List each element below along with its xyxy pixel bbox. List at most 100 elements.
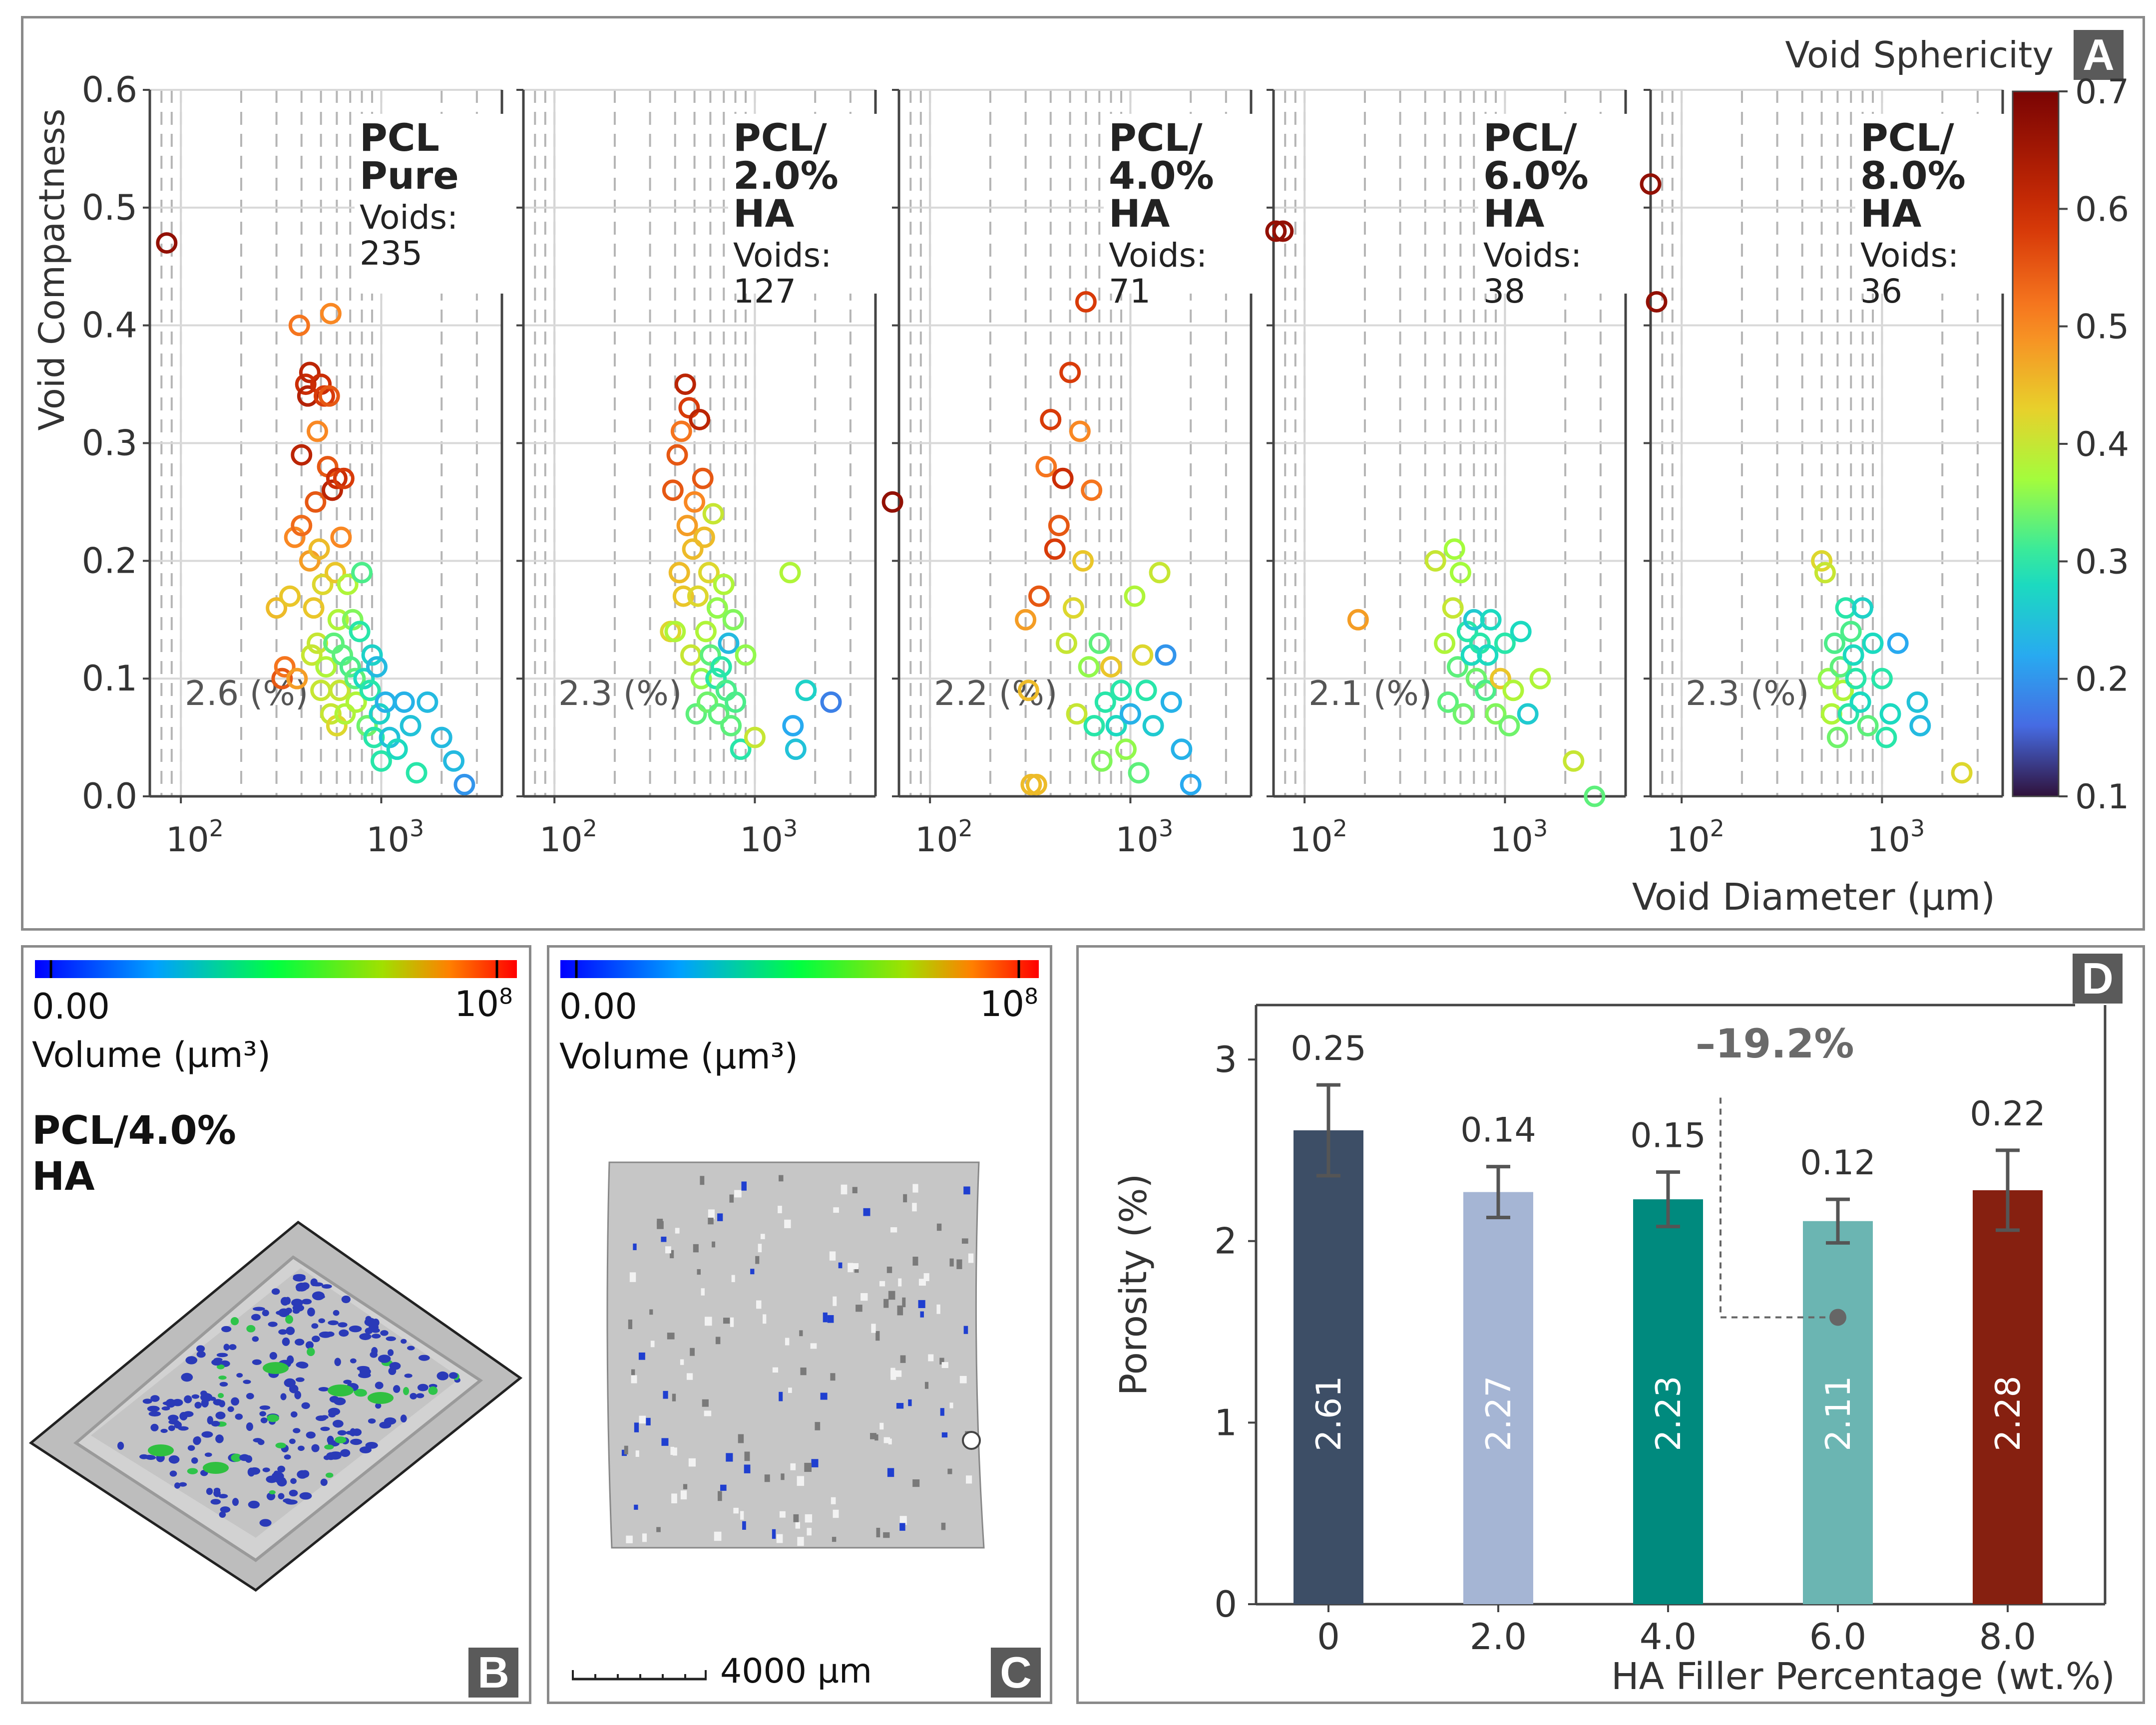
void-blob: [243, 1380, 251, 1384]
voids-label: Voids:: [1860, 236, 1959, 275]
ct-void: [667, 1333, 675, 1340]
ct-void: [923, 1273, 929, 1281]
ct-void: [708, 1209, 715, 1220]
data-point: [725, 691, 747, 713]
data-point: [1100, 656, 1122, 678]
void-blob: [235, 1413, 243, 1420]
void-blob: [232, 1498, 239, 1506]
label-background: [1104, 114, 1254, 294]
void-blob: [379, 1421, 391, 1429]
void-blob: [211, 1420, 220, 1427]
data-point: [266, 597, 288, 619]
ct-void: [756, 1300, 762, 1309]
ct-void: [656, 1527, 661, 1532]
ct-void: [700, 1176, 705, 1185]
x-tick-exponent: 2: [1333, 815, 1347, 842]
ct-void: [820, 1392, 828, 1400]
data-point: [318, 385, 340, 407]
void-blob: [290, 1478, 297, 1484]
void-blob: [299, 1492, 312, 1500]
ct-void: [670, 1446, 674, 1455]
void-blob: [165, 1398, 176, 1408]
void-blob: [407, 1346, 415, 1351]
void-blob: [168, 1414, 179, 1421]
y-tick-label: 0.1: [82, 658, 137, 699]
data-point: [693, 526, 715, 548]
void-blob: [393, 1385, 401, 1393]
ct-void: [718, 1491, 722, 1501]
data-point: [1529, 668, 1551, 690]
void-blob: [365, 1316, 372, 1323]
data-point: [666, 444, 688, 466]
data-point: [1072, 550, 1094, 572]
ct-void: [883, 1299, 889, 1308]
ct-void: [863, 1208, 870, 1216]
data-point: [706, 597, 728, 619]
ct-void: [899, 1516, 907, 1525]
ct-void: [657, 1218, 663, 1226]
void-blob: [386, 1336, 396, 1341]
bar: [1973, 1190, 2043, 1604]
data-point: [730, 738, 752, 760]
sample-title-line: PCL/: [1860, 115, 1954, 160]
annotation-connector: [1720, 1097, 1838, 1319]
void-blob: [209, 1396, 216, 1401]
void-blob: [295, 1339, 305, 1346]
void-blob: [388, 1349, 394, 1357]
data-point: [1015, 609, 1037, 631]
data-point: [1449, 562, 1471, 584]
void-blob: [295, 1283, 308, 1292]
data-point: [881, 491, 903, 513]
void-blob: [201, 1431, 213, 1438]
void-blob: [313, 1294, 325, 1300]
void-blob: [193, 1436, 201, 1445]
ct-void: [717, 1213, 723, 1221]
ct-void: [936, 1304, 940, 1314]
data-point: [1062, 597, 1084, 619]
void-blob: [259, 1405, 271, 1410]
ct-void: [686, 1373, 693, 1380]
ct-void: [918, 1279, 926, 1286]
large-void-blob: [328, 1384, 354, 1396]
data-point: [735, 644, 757, 666]
porosity-label: 2.1 (%): [1308, 674, 1432, 713]
data-point: [698, 562, 720, 584]
large-void-blob: [148, 1444, 174, 1456]
void-blob: [306, 1431, 316, 1439]
void-blob: [307, 1347, 315, 1357]
y-tick-label: 0.2: [82, 540, 137, 581]
colorbar-tick-label: 0.1: [2075, 777, 2129, 817]
data-point: [692, 467, 714, 489]
panel-b-tag: B: [468, 1648, 518, 1698]
error-value-label: 0.25: [1291, 1029, 1366, 1068]
volume-max-label-b: 108: [454, 984, 513, 1025]
data-point: [330, 526, 352, 548]
porosity-label: 2.3 (%): [1686, 674, 1809, 713]
ct-void: [830, 1373, 836, 1381]
sample-name-line2: HA: [32, 1154, 95, 1199]
ct-void: [680, 1359, 684, 1365]
x-tick-exponent: 2: [209, 815, 224, 842]
void-blob: [181, 1373, 193, 1382]
void-blob: [213, 1489, 221, 1497]
ct-void: [650, 1341, 655, 1348]
data-point: [1081, 479, 1103, 501]
ct-void: [683, 1484, 688, 1489]
data-point: [1124, 585, 1146, 607]
data-point: [291, 515, 313, 537]
void-blob: [231, 1397, 239, 1406]
ct-void: [879, 1422, 884, 1430]
void-blob: [294, 1390, 302, 1399]
x-tick-label: 103: [1490, 815, 1548, 860]
ct-void: [723, 1318, 730, 1324]
ct-void: [876, 1528, 880, 1538]
void-blob: [372, 1319, 380, 1327]
void-blob: [357, 1366, 370, 1372]
void-blob: [295, 1377, 305, 1382]
void-blob: [211, 1359, 222, 1366]
void-blob: [310, 1278, 318, 1287]
data-point: [1849, 691, 1871, 713]
bar-value-label: 2.28: [1989, 1376, 2028, 1451]
